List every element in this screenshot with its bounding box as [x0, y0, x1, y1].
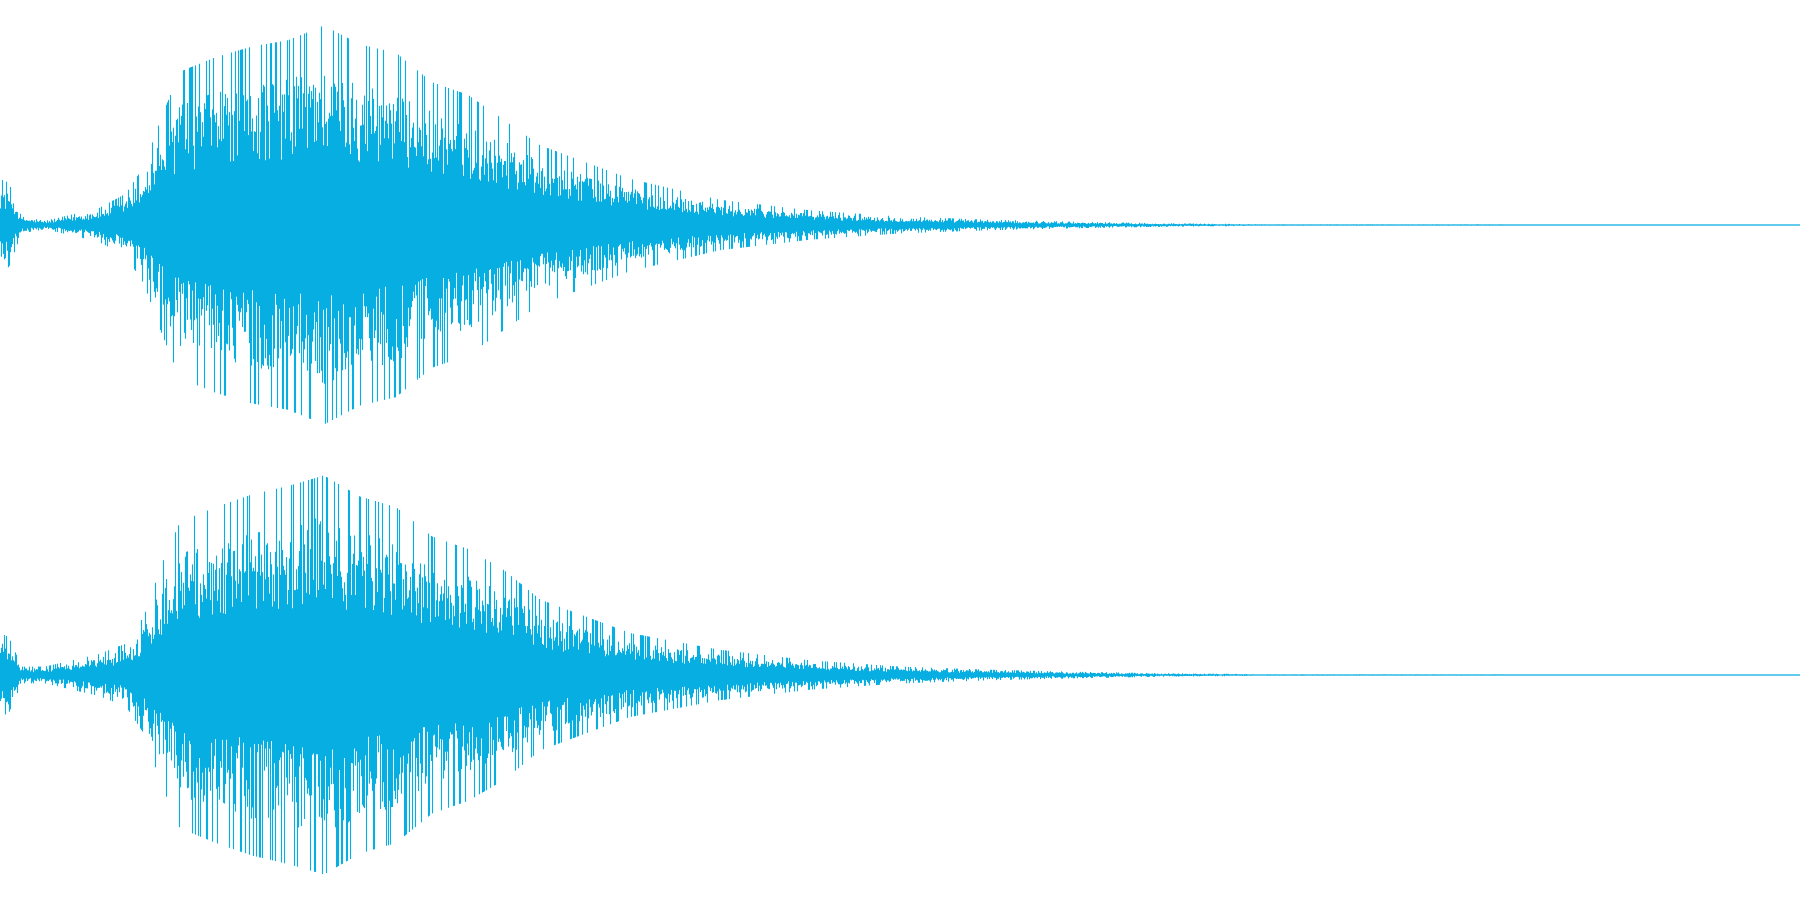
channel-1-waveform[interactable]: [0, 26, 1800, 424]
channel-2-waveform[interactable]: [0, 475, 1800, 875]
